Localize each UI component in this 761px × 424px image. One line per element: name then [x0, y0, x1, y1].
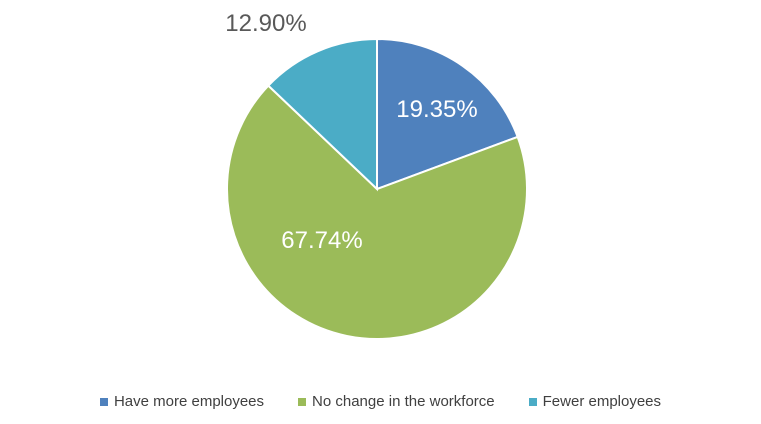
legend-swatch [528, 397, 537, 406]
data-label-no-change-in-the-workforce: 67.74% [281, 227, 362, 254]
legend-label: Have more employees [113, 393, 265, 410]
legend-item-no-change[interactable]: No change in the workforce [298, 393, 495, 410]
data-label-fewer-employees: 12.90% [225, 10, 306, 37]
legend-swatch [298, 397, 307, 406]
legend-swatch [99, 397, 108, 406]
legend-label: Fewer employees [542, 393, 662, 410]
legend: Have more employees No change in the wor… [0, 393, 761, 410]
legend-item-fewer-employees[interactable]: Fewer employees [528, 393, 662, 410]
data-label-have-more-employees: 19.35% [396, 96, 477, 123]
legend-item-have-more-employees[interactable]: Have more employees [99, 393, 265, 410]
legend-label: No change in the workforce [312, 393, 495, 410]
pie-slice-no-change-in-the-workforce[interactable] [226, 84, 528, 340]
pie-slice-have-more-employees[interactable] [376, 37, 519, 191]
pie-slice-fewer-employees[interactable] [266, 37, 378, 192]
